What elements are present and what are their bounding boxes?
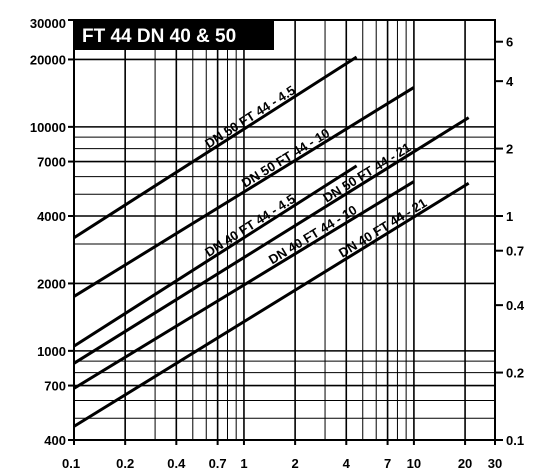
series-line (73, 180, 415, 390)
x-axis: 0.1 0.2 0.4 0.7 1 2 4 7 10 20 30 (62, 440, 502, 471)
right-y-tick-label: 0.2 (506, 366, 524, 381)
series-label: DN 50 FT 44 - 4.5 (202, 83, 298, 152)
series-label: DN 50 FT 44 - 21 (320, 140, 413, 206)
y-tick-label: 20000 (30, 52, 66, 67)
x-tick-label: 0.1 (62, 456, 80, 471)
y-tick-label: 30000 (30, 16, 66, 31)
x-tick-label: 20 (458, 456, 472, 471)
plot-frame (73, 19, 496, 441)
x-tick-label: 2 (291, 456, 298, 471)
y-tick-label: 10000 (30, 120, 66, 135)
right-y-tick-label: 6 (506, 35, 513, 50)
series-line (73, 181, 470, 428)
right-y-tick-label: 4 (506, 74, 514, 89)
x-tick-label: 0.4 (167, 456, 186, 471)
chart-title: FT 44 DN 40 & 50 (82, 26, 236, 47)
x-tick-label: 10 (407, 456, 421, 471)
y-tick-label: 700 (44, 379, 66, 394)
x-tick-label: 1 (240, 456, 247, 471)
series-lines (73, 55, 470, 428)
series-line (73, 116, 470, 365)
x-tick-label: 4 (343, 456, 351, 471)
y-tick-label: 400 (44, 433, 66, 448)
x-tick-label: 30 (488, 456, 502, 471)
right-y-tick-label: 2 (506, 142, 513, 157)
series-label: DN 50 FT 44 - 10 (239, 125, 332, 190)
x-tick-label: 0.2 (116, 456, 134, 471)
right-y-tick-label: 0.7 (506, 244, 524, 259)
series-line (73, 55, 358, 239)
y-tick-label: 7000 (37, 155, 66, 170)
series-line (73, 86, 415, 298)
major-gridlines (73, 19, 496, 441)
y-tick-label: 2000 (37, 276, 66, 291)
right-y-tick-label: 0.4 (506, 298, 525, 313)
right-y-tick-label: 1 (506, 209, 513, 224)
chart-title-box: FT 44 DN 40 & 50 (74, 20, 274, 50)
y-tick-label: 1000 (37, 344, 66, 359)
y-tick-label: 4000 (37, 209, 66, 224)
y-axis: 400 700 1000 2000 4000 7000 10000 20000 30000 (30, 16, 74, 448)
right-y-tick-label: 0.1 (506, 433, 524, 448)
right-y-axis: 0.1 0.2 0.4 0.7 1 2 4 6 (495, 35, 525, 448)
x-tick-label: 0.7 (209, 456, 227, 471)
x-tick-label: 7 (384, 456, 391, 471)
minor-gridlines (74, 20, 495, 440)
series-line (73, 164, 358, 348)
